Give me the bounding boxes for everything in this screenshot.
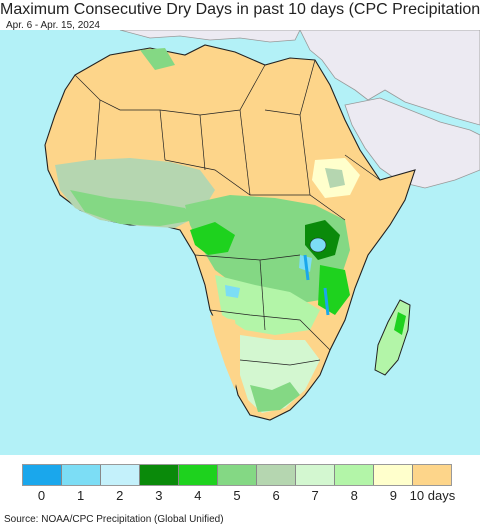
legend-swatch	[101, 465, 140, 485]
legend-swatch	[179, 465, 218, 485]
middle-east-region	[299, 29, 480, 126]
legend-swatch	[335, 465, 374, 485]
europe-region	[119, 29, 301, 43]
legend-label: 6	[272, 488, 280, 503]
legend-label: 9	[389, 488, 397, 503]
legend-label: 0	[37, 488, 46, 503]
legend-swatch	[23, 465, 62, 485]
date-range: Apr. 6 - Apr. 15, 2024	[6, 20, 100, 31]
africa-dry-days-map	[0, 29, 480, 455]
madagascar-wet-patch	[394, 312, 406, 335]
namibia-dry	[210, 315, 240, 390]
moist-pockets	[225, 255, 312, 298]
source-note: Source: NOAA/CPC Precipitation (Global U…	[4, 514, 224, 525]
legend-swatch	[257, 465, 296, 485]
legend-swatch	[374, 465, 413, 485]
legend-swatch	[218, 465, 257, 485]
map-title: Maximum Consecutive Dry Days in past 10 …	[0, 1, 480, 18]
country-borders	[74, 59, 381, 366]
angola-zambia-wet	[215, 275, 320, 335]
legend-label: 2	[116, 488, 124, 503]
legend-label: 7	[311, 488, 319, 503]
legend-swatch	[413, 465, 451, 485]
arabian-peninsula	[344, 97, 480, 189]
legend-swatch	[296, 465, 335, 485]
lake-victoria	[309, 237, 327, 253]
atlas-wet-patch	[140, 48, 175, 70]
lake-tanganyika	[303, 254, 310, 281]
madagascar	[374, 299, 411, 376]
ethiopia-wet	[325, 168, 345, 188]
legend-label: 5	[233, 488, 241, 503]
guinea-coast-wet	[70, 190, 195, 226]
legend-label: 3	[155, 488, 163, 503]
legend-swatch	[62, 465, 101, 485]
congo-basin-very-wet	[190, 222, 235, 255]
south-africa-wet	[250, 382, 300, 412]
legend-label: 8	[350, 488, 358, 503]
legend-label: 4	[194, 488, 202, 503]
legend-label: 10 days	[409, 488, 456, 503]
lake-malawi	[323, 287, 330, 316]
legend-labels: 0 1 2 3 4 5 6 7 8 9 10 days	[22, 488, 472, 504]
legend-label: 1	[77, 488, 85, 503]
legend-swatch	[140, 465, 179, 485]
color-legend	[22, 464, 452, 486]
